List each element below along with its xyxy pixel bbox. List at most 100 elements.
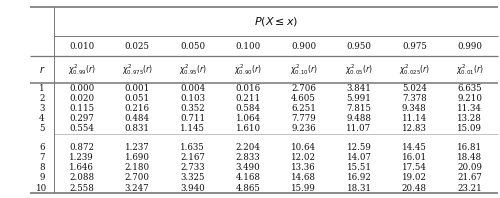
Text: 0.352: 0.352 bbox=[180, 104, 205, 113]
Text: 10.64: 10.64 bbox=[291, 143, 316, 152]
Text: 0.297: 0.297 bbox=[70, 114, 94, 123]
Text: 3.325: 3.325 bbox=[180, 173, 205, 182]
Text: 6.635: 6.635 bbox=[458, 84, 482, 93]
Text: 11.14: 11.14 bbox=[402, 114, 427, 123]
Text: 0.711: 0.711 bbox=[180, 114, 205, 123]
Text: 13.28: 13.28 bbox=[458, 114, 482, 123]
Text: 1.646: 1.646 bbox=[70, 163, 94, 172]
Text: 20.48: 20.48 bbox=[402, 184, 427, 192]
Text: $\chi^2_{0.05}(r)$: $\chi^2_{0.05}(r)$ bbox=[345, 62, 373, 77]
Text: 2.088: 2.088 bbox=[69, 173, 94, 182]
Text: $\chi^2_{0.10}(r)$: $\chi^2_{0.10}(r)$ bbox=[290, 62, 318, 77]
Text: 6: 6 bbox=[39, 143, 44, 152]
Text: 2.180: 2.180 bbox=[124, 163, 150, 172]
Text: 10: 10 bbox=[36, 184, 48, 192]
Text: 0.000: 0.000 bbox=[69, 84, 94, 93]
Text: 4.865: 4.865 bbox=[236, 184, 260, 192]
Text: 9.488: 9.488 bbox=[346, 114, 372, 123]
Text: 0.950: 0.950 bbox=[346, 42, 372, 50]
Text: 1.237: 1.237 bbox=[125, 143, 150, 152]
Text: 0.051: 0.051 bbox=[124, 94, 150, 103]
Text: 1.635: 1.635 bbox=[180, 143, 205, 152]
Text: 0.020: 0.020 bbox=[69, 94, 94, 103]
Text: 2.706: 2.706 bbox=[291, 84, 316, 93]
Text: 2.558: 2.558 bbox=[70, 184, 94, 192]
Text: 21.67: 21.67 bbox=[458, 173, 482, 182]
Text: 0.872: 0.872 bbox=[69, 143, 94, 152]
Text: 3.841: 3.841 bbox=[346, 84, 372, 93]
Text: 20.09: 20.09 bbox=[458, 163, 482, 172]
Text: 2: 2 bbox=[39, 94, 44, 103]
Text: 15.09: 15.09 bbox=[458, 124, 482, 133]
Text: 2.700: 2.700 bbox=[124, 173, 150, 182]
Text: 2.167: 2.167 bbox=[180, 153, 205, 162]
Text: 7.815: 7.815 bbox=[346, 104, 372, 113]
Text: 15.51: 15.51 bbox=[346, 163, 372, 172]
Text: 9.210: 9.210 bbox=[458, 94, 482, 103]
Text: 3.940: 3.940 bbox=[180, 184, 205, 192]
Text: 0.900: 0.900 bbox=[291, 42, 316, 50]
Text: 19.02: 19.02 bbox=[402, 173, 427, 182]
Text: 11.07: 11.07 bbox=[346, 124, 372, 133]
Text: 0.050: 0.050 bbox=[180, 42, 205, 50]
Text: 4.605: 4.605 bbox=[291, 94, 316, 103]
Text: 0.484: 0.484 bbox=[124, 114, 150, 123]
Text: $\chi^2_{0.90}(r)$: $\chi^2_{0.90}(r)$ bbox=[234, 62, 262, 77]
Text: $\chi^2_{0.01}(r)$: $\chi^2_{0.01}(r)$ bbox=[456, 62, 483, 77]
Text: $\chi^2_{0.025}(r)$: $\chi^2_{0.025}(r)$ bbox=[398, 62, 430, 77]
Text: 16.92: 16.92 bbox=[346, 173, 372, 182]
Text: 14.07: 14.07 bbox=[346, 153, 372, 162]
Text: 5.991: 5.991 bbox=[346, 94, 372, 103]
Text: 0.975: 0.975 bbox=[402, 42, 427, 50]
Text: 0.103: 0.103 bbox=[180, 94, 205, 103]
Text: 3: 3 bbox=[40, 104, 44, 113]
Text: 12.83: 12.83 bbox=[402, 124, 427, 133]
Text: 0.025: 0.025 bbox=[124, 42, 150, 50]
Text: 2.833: 2.833 bbox=[236, 153, 260, 162]
Text: 1: 1 bbox=[39, 84, 45, 93]
Text: 0.211: 0.211 bbox=[236, 94, 260, 103]
Text: 15.99: 15.99 bbox=[291, 184, 316, 192]
Text: 7.378: 7.378 bbox=[402, 94, 426, 103]
Text: 1.064: 1.064 bbox=[236, 114, 260, 123]
Text: 3.247: 3.247 bbox=[125, 184, 150, 192]
Text: 4: 4 bbox=[39, 114, 44, 123]
Text: 12.02: 12.02 bbox=[291, 153, 316, 162]
Text: 18.31: 18.31 bbox=[346, 184, 372, 192]
Text: 0.100: 0.100 bbox=[236, 42, 260, 50]
Text: 8: 8 bbox=[39, 163, 45, 172]
Text: 5.024: 5.024 bbox=[402, 84, 427, 93]
Text: $\chi^2_{0.99}(r)$: $\chi^2_{0.99}(r)$ bbox=[68, 62, 96, 77]
Text: 9.236: 9.236 bbox=[291, 124, 316, 133]
Text: 9: 9 bbox=[39, 173, 44, 182]
Text: 7: 7 bbox=[39, 153, 44, 162]
Text: 0.004: 0.004 bbox=[180, 84, 205, 93]
Text: 0.001: 0.001 bbox=[124, 84, 150, 93]
Text: 14.45: 14.45 bbox=[402, 143, 427, 152]
Text: 14.68: 14.68 bbox=[291, 173, 316, 182]
Text: 1.145: 1.145 bbox=[180, 124, 205, 133]
Text: 0.584: 0.584 bbox=[236, 104, 260, 113]
Text: 1.239: 1.239 bbox=[70, 153, 94, 162]
Text: 12.59: 12.59 bbox=[346, 143, 372, 152]
Text: 17.54: 17.54 bbox=[402, 163, 427, 172]
Text: 11.34: 11.34 bbox=[458, 104, 482, 113]
Text: 0.115: 0.115 bbox=[69, 104, 94, 113]
Text: 9.348: 9.348 bbox=[402, 104, 426, 113]
Text: $\chi^2_{0.95}(r)$: $\chi^2_{0.95}(r)$ bbox=[178, 62, 206, 77]
Text: 5: 5 bbox=[39, 124, 44, 133]
Text: 1.610: 1.610 bbox=[236, 124, 260, 133]
Text: $P(X \leq x)$: $P(X \leq x)$ bbox=[254, 15, 298, 28]
Text: 6.251: 6.251 bbox=[291, 104, 316, 113]
Text: $\chi^2_{0.975}(r)$: $\chi^2_{0.975}(r)$ bbox=[122, 62, 153, 77]
Text: 2.204: 2.204 bbox=[236, 143, 260, 152]
Text: 16.01: 16.01 bbox=[402, 153, 427, 162]
Text: 13.36: 13.36 bbox=[291, 163, 316, 172]
Text: 1.690: 1.690 bbox=[124, 153, 150, 162]
Text: 0.831: 0.831 bbox=[124, 124, 150, 133]
Text: 16.81: 16.81 bbox=[457, 143, 482, 152]
Text: 0.554: 0.554 bbox=[70, 124, 94, 133]
Text: 0.010: 0.010 bbox=[69, 42, 94, 50]
Text: 4.168: 4.168 bbox=[236, 173, 260, 182]
Text: 23.21: 23.21 bbox=[458, 184, 482, 192]
